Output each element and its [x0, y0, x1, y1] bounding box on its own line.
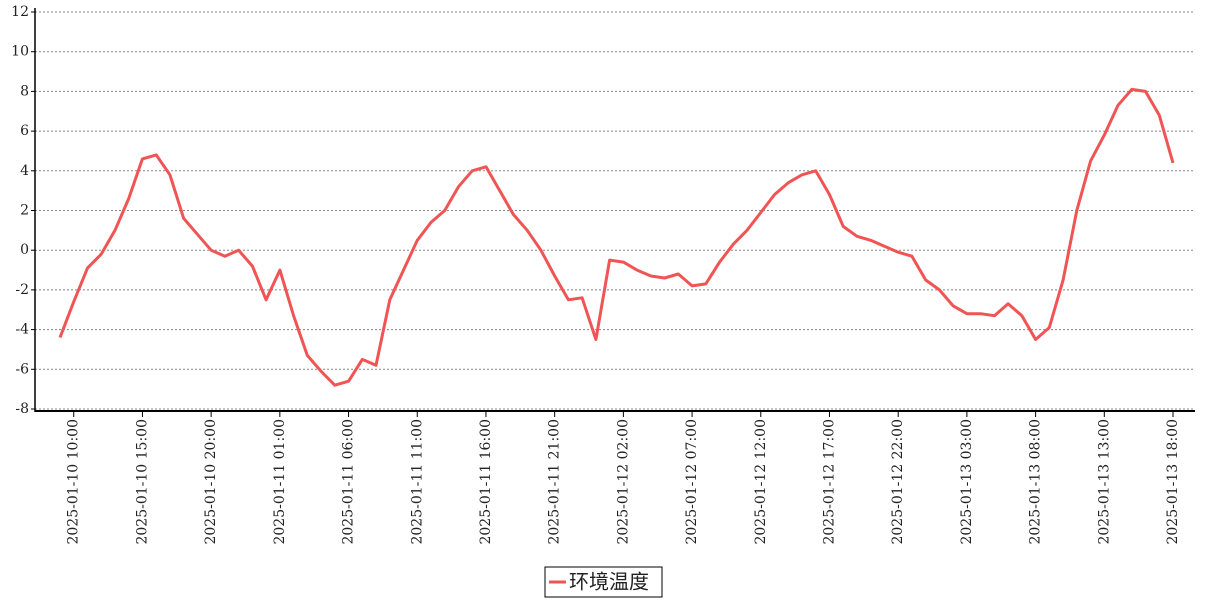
x-tick-label: 2025-01-11 11:00: [409, 419, 425, 545]
x-tick-label: 2025-01-11 06:00: [341, 419, 357, 545]
x-tick-label: 2025-01-13 08:00: [1028, 419, 1044, 545]
y-tick-label: 2: [20, 203, 29, 219]
y-tick-label: 10: [11, 44, 29, 60]
x-tick-label: 2025-01-13 03:00: [959, 419, 975, 545]
y-tick-label: 8: [20, 83, 29, 99]
y-tick-label: 6: [20, 123, 29, 139]
series-line: [58, 87, 1175, 387]
x-tick-label: 2025-01-12 17:00: [821, 419, 837, 545]
x-tick-label: 2025-01-10 15:00: [134, 419, 150, 545]
y-tick-label: -8: [15, 401, 29, 417]
y-tick-label: -6: [15, 361, 29, 377]
x-tick-label: 2025-01-13 13:00: [1096, 419, 1112, 545]
y-tick-label: -4: [15, 322, 29, 338]
x-tick-label: 2025-01-10 20:00: [203, 419, 219, 545]
x-tick-label: 2025-01-11 21:00: [547, 419, 563, 545]
x-tick-label: 2025-01-12 12:00: [753, 419, 769, 545]
y-tick-label: 0: [20, 242, 29, 258]
x-tick-label: 2025-01-10 10:00: [66, 419, 82, 545]
x-tick-label: 2025-01-11 01:00: [272, 419, 288, 545]
y-tick-label: 4: [20, 163, 29, 179]
x-tick-label: 2025-01-12 07:00: [684, 419, 700, 545]
x-tick-label: 2025-01-12 02:00: [615, 419, 631, 545]
legend-label: 环境温度: [569, 570, 649, 594]
x-tick-label: 2025-01-12 22:00: [890, 419, 906, 545]
y-tick-label: -2: [15, 282, 29, 298]
x-tick-label: 2025-01-11 16:00: [478, 419, 494, 545]
y-tick-label: 12: [11, 4, 29, 20]
x-tick-label: 2025-01-13 18:00: [1165, 419, 1181, 545]
